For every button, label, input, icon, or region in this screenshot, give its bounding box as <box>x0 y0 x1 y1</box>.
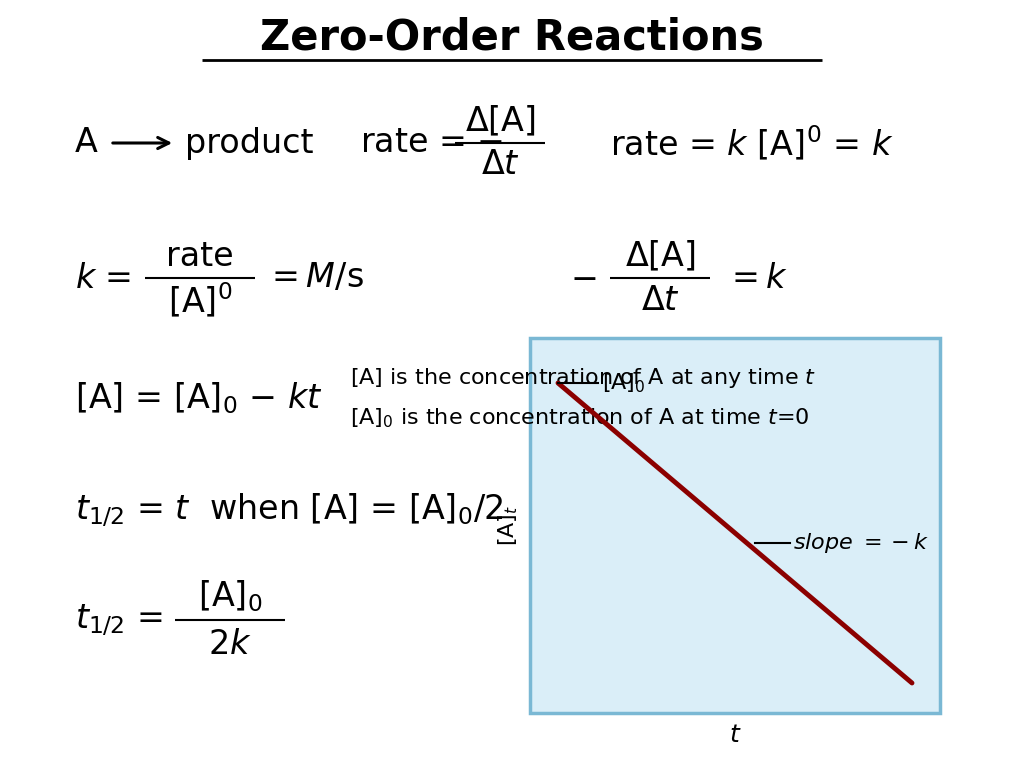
Text: rate: rate <box>166 240 233 273</box>
Text: slope $= -k$: slope $= -k$ <box>793 531 930 555</box>
Text: $t_{1/2}$ =: $t_{1/2}$ = <box>75 602 163 637</box>
Text: [A] is the concentration of A at any time $t$: [A] is the concentration of A at any tim… <box>350 366 816 390</box>
Text: $\Delta$[A]: $\Delta$[A] <box>625 239 695 273</box>
Text: $\Delta t$: $\Delta t$ <box>480 148 519 181</box>
Text: $= M$/s: $= M$/s <box>265 261 364 294</box>
Text: [A] = [A]$_0$ $-$ $kt$: [A] = [A]$_0$ $-$ $kt$ <box>75 380 323 415</box>
Text: rate = $-$: rate = $-$ <box>360 127 504 160</box>
Text: $2k$: $2k$ <box>208 627 252 660</box>
Text: product: product <box>185 127 313 160</box>
Text: [A]$_0$: [A]$_0$ <box>602 371 645 395</box>
Text: rate = $k$ [A]$^0$ = $k$: rate = $k$ [A]$^0$ = $k$ <box>610 124 894 163</box>
Text: $k$ =: $k$ = <box>75 261 131 294</box>
Text: [A]$^0$: [A]$^0$ <box>168 280 232 319</box>
Text: Zero-Order Reactions: Zero-Order Reactions <box>260 17 764 59</box>
Bar <box>530 338 940 713</box>
Text: $\Delta t$: $\Delta t$ <box>641 283 680 316</box>
Text: $t$: $t$ <box>729 723 741 747</box>
Text: [A]$_t$: [A]$_t$ <box>497 505 520 546</box>
Text: $\Delta$[A]: $\Delta$[A] <box>465 104 536 138</box>
Text: $-$: $-$ <box>570 261 596 294</box>
Text: A: A <box>75 127 98 160</box>
Text: [A]$_0$ is the concentration of A at time $t$=0: [A]$_0$ is the concentration of A at tim… <box>350 406 810 430</box>
Text: [A]$_0$: [A]$_0$ <box>198 578 262 614</box>
Text: $= k$: $= k$ <box>725 261 788 294</box>
Text: $t_{1/2}$ = $t$  when [A] = [A]$_0$/2: $t_{1/2}$ = $t$ when [A] = [A]$_0$/2 <box>75 492 503 529</box>
